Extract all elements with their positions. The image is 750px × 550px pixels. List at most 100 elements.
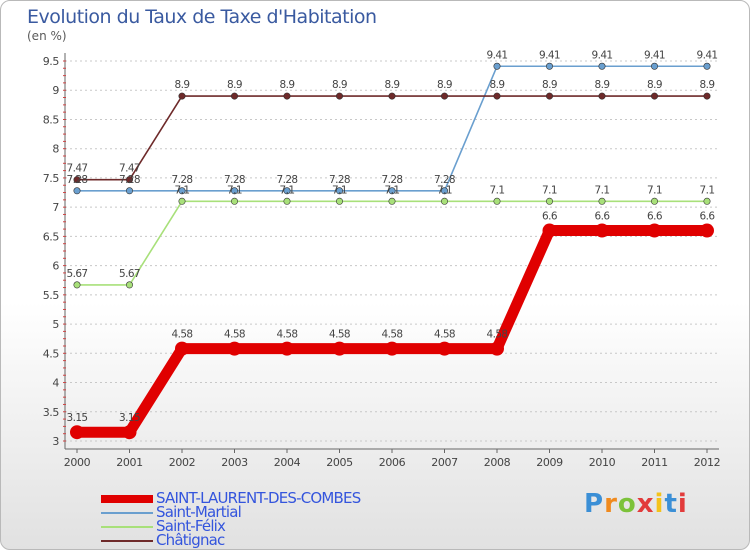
data-label: 8.9	[437, 79, 452, 91]
legend-label: Saint-Félix	[156, 517, 226, 535]
series-line-3	[76, 95, 708, 181]
data-point	[231, 187, 239, 195]
data-label: 7.28	[67, 174, 88, 186]
data-label: 8.9	[700, 79, 715, 91]
data-point	[440, 92, 448, 100]
data-point	[332, 341, 347, 356]
x-tick-label: 2001	[116, 456, 142, 469]
data-label: 7.28	[382, 174, 403, 186]
data-point	[335, 197, 343, 205]
data-point	[73, 281, 81, 289]
data-point	[283, 197, 291, 205]
y-tick-label: 5.5	[43, 289, 60, 302]
logo-letter: t	[664, 489, 678, 519]
data-point	[126, 187, 134, 195]
data-point	[280, 341, 294, 356]
x-tick-labels: 2000 2001 2002 2003 2004 2005 2006 2007 2008 2009…	[64, 456, 721, 469]
data-label: 7.28	[172, 174, 193, 186]
data-label: 4.58	[224, 329, 245, 341]
data-label: 9.41	[697, 49, 718, 61]
data-label: 8.9	[490, 79, 505, 91]
data-label: 6.6	[542, 211, 558, 223]
legend-label: Châtignac	[156, 531, 225, 549]
data-point	[388, 197, 396, 205]
data-label: 3.15	[119, 412, 140, 424]
data-label: 9.41	[487, 49, 508, 61]
data-label: 8.9	[595, 79, 610, 91]
y-tick-label: 9	[52, 84, 59, 97]
data-point	[175, 341, 189, 356]
y-tick-label: 7.5	[43, 172, 60, 185]
legend-label: Saint-Martial	[156, 503, 242, 521]
data-point	[178, 187, 186, 195]
data-point	[231, 197, 239, 205]
data-point	[231, 92, 239, 100]
data-point	[700, 223, 714, 238]
data-label: 7.28	[277, 174, 298, 186]
data-label: 7.47	[67, 163, 88, 175]
x-tick-label: 2005	[326, 456, 353, 469]
series-lines	[71, 65, 713, 438]
series-line-2	[76, 200, 708, 286]
data-point	[650, 197, 658, 205]
data-label: 7.1	[385, 184, 400, 196]
x-tick-label: 2006	[379, 456, 406, 469]
data-point	[703, 92, 711, 100]
data-label: 7.28	[224, 174, 245, 186]
data-point	[542, 223, 557, 238]
x-tick-label: 2012	[694, 456, 720, 469]
data-label: 7.1	[227, 184, 242, 196]
data-point	[126, 176, 134, 184]
y-tick-label: 8.5	[43, 113, 60, 126]
data-label: 8.9	[385, 79, 400, 91]
data-point	[385, 341, 399, 356]
data-label: 9.41	[644, 49, 665, 61]
series-points	[70, 62, 714, 440]
x-tick-label: 2002	[169, 456, 195, 469]
x-tick-label: 2000	[64, 456, 91, 469]
data-label: 7.1	[437, 184, 452, 196]
data-label: 8.9	[227, 79, 242, 91]
data-point	[490, 341, 504, 356]
data-label: 8.9	[280, 79, 295, 91]
data-point	[598, 197, 606, 205]
data-point	[335, 187, 343, 195]
y-tick-label: 9.5	[43, 55, 60, 68]
logo-letter: x	[636, 489, 655, 519]
data-label: 8.9	[332, 79, 347, 91]
data-point	[647, 223, 662, 238]
legend-swatch	[101, 512, 153, 514]
data-point	[440, 187, 448, 195]
data-label: 5.67	[119, 268, 140, 280]
data-label: 4.58	[329, 329, 350, 341]
x-tick-label: 2004	[274, 456, 301, 469]
data-label: 7.47	[119, 163, 140, 175]
data-point	[493, 62, 501, 70]
data-label: 7.1	[490, 184, 505, 196]
data-label: 9.41	[592, 49, 613, 61]
data-label: 8.9	[647, 79, 662, 91]
data-point	[178, 92, 186, 100]
data-label: 7.1	[595, 184, 610, 196]
y-tick-labels: 3 3.5 4 4.5 5 5.5 6 6.5 7 7.5 8 8.5 9 9.5	[43, 55, 60, 448]
y-tick-label: 4.5	[43, 347, 60, 360]
proxiti-logo: Proxiti	[584, 489, 688, 519]
logo-letter: r	[604, 489, 618, 519]
data-label: 7.1	[332, 184, 347, 196]
data-label: 9.41	[539, 49, 560, 61]
data-label: 7.1	[700, 184, 715, 196]
y-tick-label: 8	[52, 143, 59, 156]
data-point	[178, 197, 186, 205]
logo-letter: o	[617, 489, 637, 519]
x-tick-label: 2003	[221, 456, 248, 469]
x-tick-label: 2010	[589, 456, 616, 469]
y-tick-label: 7	[52, 201, 59, 214]
data-label: 6.6	[647, 211, 663, 223]
data-point	[388, 187, 396, 195]
x-tick-label: 2009	[536, 456, 563, 469]
data-label: 6.6	[700, 211, 716, 223]
data-point	[650, 92, 658, 100]
data-point	[388, 92, 396, 100]
